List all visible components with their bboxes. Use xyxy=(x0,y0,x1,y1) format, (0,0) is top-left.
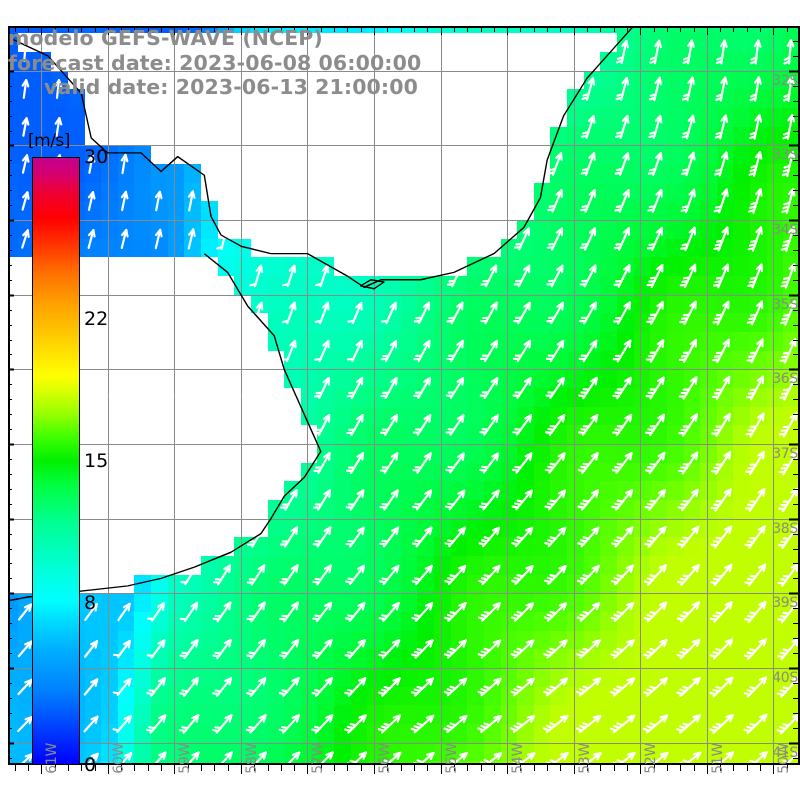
lon-label-53W: 53W xyxy=(576,743,593,774)
lon-label-55W: 55W xyxy=(443,743,460,774)
lon-label-61W: 61W xyxy=(44,743,61,774)
colorbar-gradient xyxy=(32,157,80,765)
lon-label-56W: 56W xyxy=(377,743,394,774)
lat-label-33S: 33S xyxy=(772,147,798,164)
colorbar-tick-0: 0 xyxy=(84,754,97,776)
lat-label-40S: 40S xyxy=(772,669,798,686)
colorbar-unit-label: [m/s] xyxy=(28,131,70,151)
lat-label-32S: 32S xyxy=(772,72,798,89)
lat-label-34S: 34S xyxy=(772,222,798,239)
lon-label-59W: 59W xyxy=(177,743,194,774)
colorbar-tick-8: 8 xyxy=(84,591,97,614)
colorbar-tick-22: 22 xyxy=(84,308,109,331)
lon-label-52W: 52W xyxy=(643,743,660,774)
lon-label-51W: 51W xyxy=(709,743,726,774)
lat-label-37S: 37S xyxy=(772,446,798,463)
colorbar-tick-30: 30 xyxy=(84,146,109,168)
lon-label-50W: 50W xyxy=(776,743,793,774)
lat-label-35S: 35S xyxy=(772,296,798,313)
lon-label-57W: 57W xyxy=(310,743,327,774)
lat-label-38S: 38S xyxy=(772,520,798,537)
lon-label-58W: 58W xyxy=(243,743,260,774)
colorbar-tick-15: 15 xyxy=(84,450,109,472)
lon-label-60W: 60W xyxy=(110,743,127,774)
lat-label-36S: 36S xyxy=(772,371,798,388)
lon-label-54W: 54W xyxy=(510,743,527,774)
lat-label-41S: 41S xyxy=(772,744,798,761)
lat-label-39S: 39S xyxy=(772,595,798,612)
